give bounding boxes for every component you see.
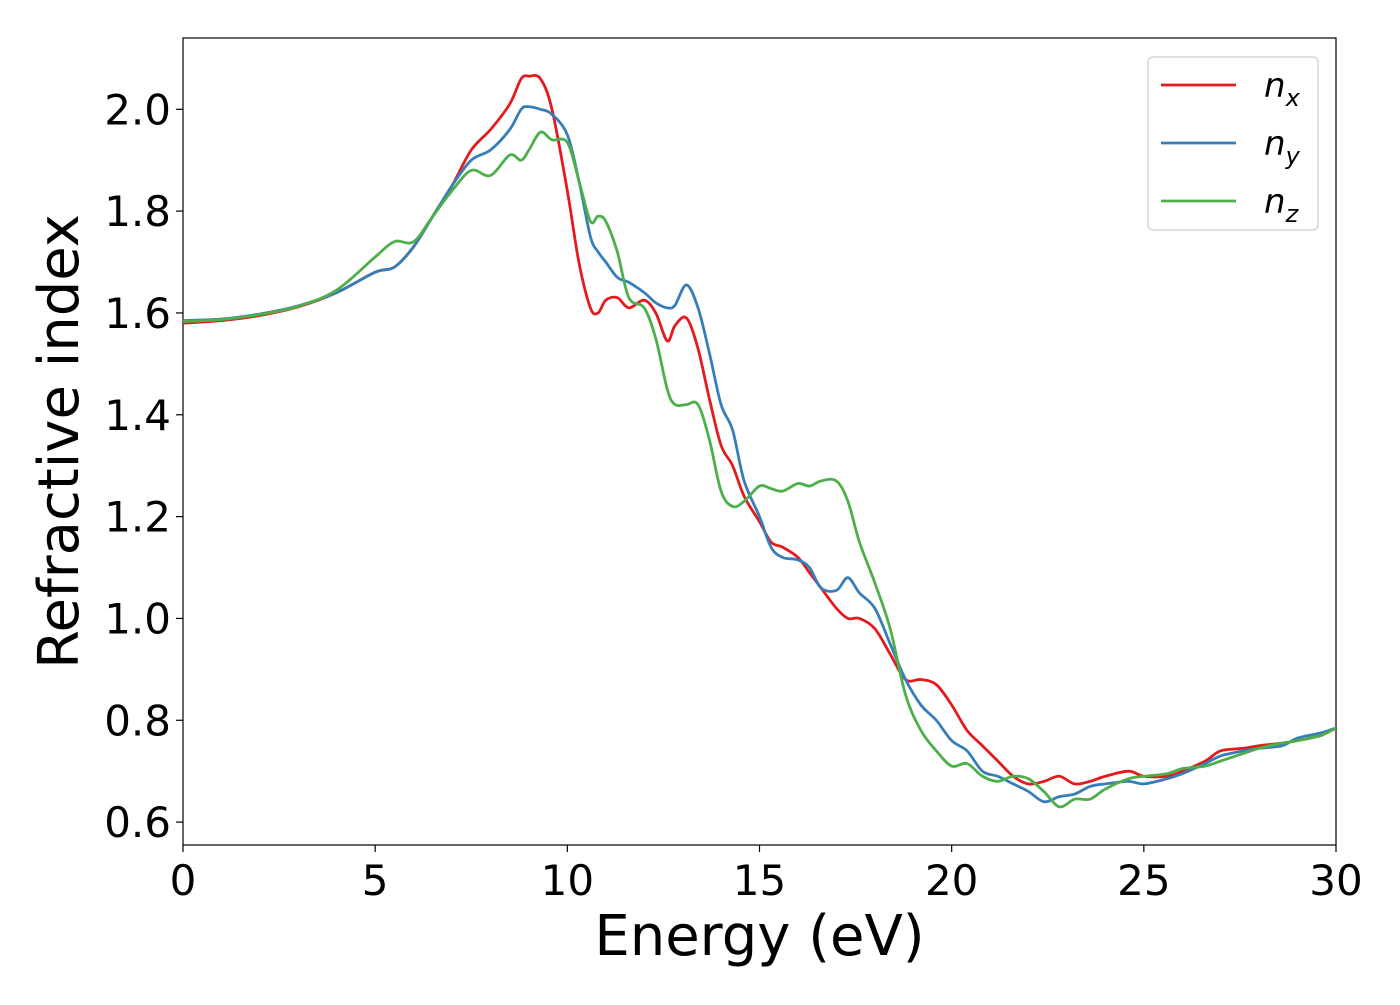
- series-line-x: [183, 73, 1336, 786]
- x-tick-label: 5: [362, 856, 389, 905]
- y-tick-label: 0.6: [104, 798, 171, 847]
- legend-label-z: nz: [1264, 182, 1300, 228]
- y-tick-label: 1.6: [104, 289, 171, 338]
- y-tick-label: 1.4: [104, 391, 171, 440]
- y-tick-label: 2.0: [104, 85, 171, 134]
- x-tick-label: 0: [170, 856, 197, 905]
- legend-label-x: nx: [1264, 66, 1301, 112]
- x-tick-label: 10: [541, 856, 594, 905]
- series-layer: [183, 73, 1336, 809]
- x-tick-label: 20: [925, 856, 978, 905]
- x-axis-ticks: 0 5 10 15 20 25 30: [170, 845, 1363, 905]
- y-tick-label: 1.2: [104, 493, 171, 542]
- plot-area-frame: [182, 37, 1337, 846]
- x-tick-label: 25: [1117, 856, 1170, 905]
- series-line-y: [183, 105, 1336, 804]
- series-line-z: [183, 130, 1336, 809]
- legend: nx ny nz: [1147, 56, 1319, 231]
- legend-label-y: ny: [1264, 124, 1301, 170]
- x-tick-label: 30: [1309, 856, 1362, 905]
- y-tick-label: 1.0: [104, 594, 171, 643]
- y-tick-label: 0.8: [104, 696, 171, 745]
- y-axis-label: Refractive index: [27, 214, 92, 669]
- x-axis-label: Energy (eV): [594, 904, 924, 969]
- y-axis-ticks: 0.6 0.8 1.0 1.2 1.4 1.6 1.8 2.0: [104, 85, 183, 847]
- x-tick-label: 15: [733, 856, 786, 905]
- y-tick-label: 1.8: [104, 187, 171, 236]
